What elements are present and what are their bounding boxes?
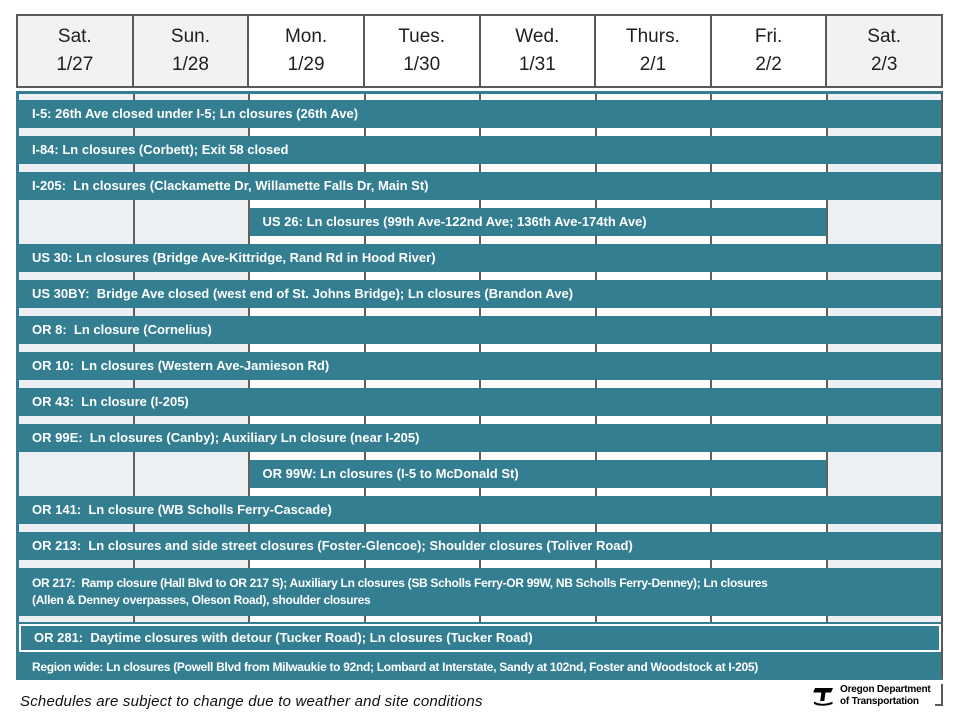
odot-logo-icon (813, 688, 833, 706)
closure-bar-label: US 30: Ln closures (Bridge Ave-Kittridge… (32, 249, 436, 265)
closure-row-or-217: OR 217: Ramp closure (Hall Blvd to OR 21… (19, 568, 941, 616)
odot-logo-line1: Oregon Department (840, 684, 931, 695)
day-date: 1/30 (403, 54, 441, 75)
closure-bar-us-30: US 30: Ln closures (Bridge Ave-Kittridge… (19, 244, 941, 272)
closure-row-us-26: US 26: Ln closures (99th Ave-122nd Ave; … (19, 208, 941, 236)
closure-bar-region-wide: Region wide: Ln closures (Powell Blvd fr… (19, 654, 941, 677)
day-header-cell-1-31: Wed. 1/31 (478, 16, 595, 86)
closure-bar-label: Region wide: Ln closures (Powell Blvd fr… (32, 660, 758, 675)
closure-row-us-30by: US 30BY: Bridge Ave closed (west end of … (19, 280, 941, 308)
closure-bar-i-84: I-84: Ln closures (Corbett); Exit 58 clo… (19, 136, 941, 164)
closure-bar-label: OR 99W: Ln closures (I-5 to McDonald St) (262, 465, 519, 481)
day-header-cell-2-1: Thurs. 2/1 (594, 16, 710, 86)
closure-bar-or-99e: OR 99E: Ln closures (Canby); Auxiliary L… (19, 424, 941, 452)
closure-row-i-5: I-5: 26th Ave closed under I-5; Ln closu… (19, 100, 941, 128)
closure-bar-label: OR 217: Ramp closure (Hall Blvd to OR 21… (32, 575, 768, 590)
closure-bar-label: US 26: Ln closures (99th Ave-122nd Ave; … (262, 213, 647, 229)
closure-chart-body: I-5: 26th Ave closed under I-5; Ln closu… (16, 91, 943, 680)
closure-bar-label: OR 8: Ln closure (Cornelius) (32, 321, 212, 337)
closure-bar-label: I-5: 26th Ave closed under I-5; Ln closu… (32, 105, 359, 121)
odot-logo-text: Oregon Department of Transportation (840, 684, 931, 707)
closure-row-i-205: I-205: Ln closures (Clackamette Dr, Will… (19, 172, 941, 200)
closure-row-or-10: OR 10: Ln closures (Western Ave-Jamieson… (19, 352, 941, 380)
day-header-cell-1-30: Tues. 1/30 (362, 16, 479, 86)
schedule-grid: Sat. 1/27 Sun. 1/28 Mon. 1/29 Tues. 1/30 Wed. 1/3… (16, 14, 943, 680)
closure-row-or-213: OR 213: Ln closures and side street clos… (19, 532, 941, 560)
day-header-cell-1-29: Mon. 1/29 (247, 16, 363, 86)
day-date: 2/2 (755, 54, 782, 75)
day-name: Mon. (284, 25, 328, 47)
day-name: Thurs. (626, 25, 680, 47)
closure-row-or-43: OR 43: Ln closure (I-205) (19, 388, 941, 416)
closure-bar-label: OR 213: Ln closures and side street clos… (32, 537, 633, 553)
schedule-disclaimer: Schedules are subject to change due to w… (20, 693, 483, 710)
day-date: 2/1 (639, 54, 667, 75)
day-name: Sun. (170, 25, 210, 47)
day-date: 1/31 (518, 54, 556, 75)
closure-bar-us-30by: US 30BY: Bridge Ave closed (west end of … (19, 280, 941, 308)
closure-row-us-30: US 30: Ln closures (Bridge Ave-Kittridge… (19, 244, 941, 272)
closure-bar-or-141: OR 141: Ln closure (WB Scholls Ferry-Cas… (19, 496, 941, 524)
closure-row-or-99e: OR 99E: Ln closures (Canby); Auxiliary L… (19, 424, 941, 452)
day-header-cell-2-2: Fri. 2/2 (709, 16, 826, 86)
border-artifact-line (935, 684, 943, 706)
closure-bar-or-8: OR 8: Ln closure (Cornelius) (19, 316, 941, 344)
closure-bar-label: OR 99E: Ln closures (Canby); Auxiliary L… (32, 429, 420, 445)
day-header-cell-2-3: Sat. 2/3 (825, 16, 941, 86)
closure-bar-label: OR 43: Ln closure (I-205) (32, 393, 189, 409)
day-date: 1/28 (171, 54, 209, 75)
closure-bar-i-205: I-205: Ln closures (Clackamette Dr, Will… (19, 172, 941, 200)
closure-bar-or-43: OR 43: Ln closure (I-205) (19, 388, 941, 416)
day-name: Tues. (398, 25, 446, 47)
closure-row-or-281: OR 281: Daytime closures with detour (Tu… (19, 624, 941, 652)
closure-bar-rows: I-5: 26th Ave closed under I-5; Ln closu… (19, 94, 941, 677)
closure-bar-or-99w: OR 99W: Ln closures (I-5 to McDonald St) (249, 460, 826, 488)
day-date: 1/27 (56, 54, 94, 75)
odot-logo-line2: of Transportation (840, 695, 919, 707)
closure-row-or-99w: OR 99W: Ln closures (I-5 to McDonald St) (19, 460, 941, 488)
closure-bar-us-26: US 26: Ln closures (99th Ave-122nd Ave; … (249, 208, 826, 236)
day-header-cell-1-27: Sat. 1/27 (18, 16, 132, 86)
closure-bar-or-217: OR 217: Ramp closure (Hall Blvd to OR 21… (19, 568, 941, 616)
day-date: 2/3 (870, 54, 898, 75)
closure-bar-label: I-205: Ln closures (Clackamette Dr, Will… (32, 177, 429, 193)
closure-row-or-8: OR 8: Ln closure (Cornelius) (19, 316, 941, 344)
closure-bar-label: US 30BY: Bridge Ave closed (west end of … (32, 285, 574, 301)
day-name: Sat. (57, 25, 92, 47)
day-header-cell-1-28: Sun. 1/28 (131, 16, 248, 86)
closure-bar-label: OR 281: Daytime closures with detour (Tu… (34, 629, 533, 645)
closure-bar-label: OR 10: Ln closures (Western Ave-Jamieson… (32, 357, 330, 373)
day-name: Wed. (515, 25, 560, 47)
closure-bar-or-10: OR 10: Ln closures (Western Ave-Jamieson… (19, 352, 941, 380)
odot-logo: Oregon Department of Transportation (812, 684, 931, 707)
day-header-row: Sat. 1/27 Sun. 1/28 Mon. 1/29 Tues. 1/30 Wed. 1/3… (16, 14, 943, 88)
day-date: 1/29 (287, 54, 325, 75)
closure-bar-label: I-84: Ln closures (Corbett); Exit 58 clo… (32, 141, 289, 157)
closure-row-or-141: OR 141: Ln closure (WB Scholls Ferry-Cas… (19, 496, 941, 524)
closure-bar-or-213: OR 213: Ln closures and side street clos… (19, 532, 941, 560)
closure-row-i-84: I-84: Ln closures (Corbett); Exit 58 clo… (19, 136, 941, 164)
closure-bar-label: (Allen & Denney overpasses, Oleson Road)… (32, 593, 371, 607)
day-name: Sat. (867, 25, 902, 47)
closure-bar-label: OR 141: Ln closure (WB Scholls Ferry-Cas… (32, 501, 332, 517)
closure-row-region-wide: Region wide: Ln closures (Powell Blvd fr… (19, 654, 941, 677)
closure-bar-i-5: I-5: 26th Ave closed under I-5; Ln closu… (19, 100, 941, 128)
day-name: Fri. (754, 25, 783, 47)
closure-bar-or-281: OR 281: Daytime closures with detour (Tu… (19, 624, 941, 652)
